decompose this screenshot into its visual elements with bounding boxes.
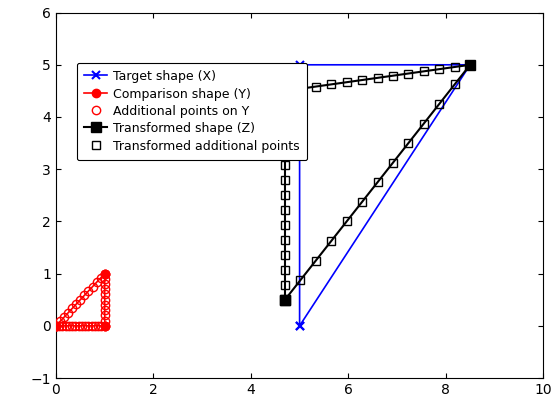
- Target shape (X): [296, 62, 303, 67]
- Transformed additional points: [343, 80, 350, 85]
- Transformed additional points: [451, 82, 458, 87]
- Transformed additional points: [436, 67, 442, 72]
- Additional points on Y: [101, 287, 108, 292]
- Transformed additional points: [467, 62, 474, 67]
- Comparison shape (Y): [53, 323, 59, 328]
- Additional points on Y: [101, 292, 108, 297]
- Transformed additional points: [282, 88, 288, 93]
- Transformed additional points: [282, 208, 288, 213]
- Additional points on Y: [101, 323, 108, 328]
- Additional points on Y: [57, 319, 63, 324]
- Transformed additional points: [328, 239, 335, 244]
- Comparison shape (Y): [53, 323, 59, 328]
- Additional points on Y: [101, 302, 108, 307]
- Transformed additional points: [282, 148, 288, 153]
- Transformed additional points: [282, 252, 288, 257]
- Additional points on Y: [101, 318, 108, 323]
- Transformed additional points: [405, 141, 412, 146]
- Transformed additional points: [282, 118, 288, 123]
- Transformed shape (Z): [467, 62, 474, 67]
- Transformed additional points: [374, 75, 381, 80]
- Transformed additional points: [312, 84, 319, 89]
- Additional points on Y: [66, 323, 72, 328]
- Target shape (X): [296, 323, 303, 328]
- Transformed additional points: [282, 103, 288, 108]
- Additional points on Y: [101, 323, 108, 328]
- Transformed additional points: [282, 268, 288, 273]
- Transformed shape (Z): [282, 88, 288, 93]
- Transformed additional points: [390, 160, 396, 165]
- Additional points on Y: [97, 276, 104, 281]
- Target shape (X): [467, 62, 474, 67]
- Transformed additional points: [282, 88, 288, 93]
- Additional points on Y: [65, 310, 72, 315]
- Additional points on Y: [101, 297, 108, 302]
- Transformed additional points: [374, 180, 381, 185]
- Additional points on Y: [77, 297, 84, 302]
- Transformed additional points: [359, 200, 366, 205]
- Additional points on Y: [101, 281, 108, 286]
- Transformed additional points: [343, 219, 350, 224]
- Legend: Target shape (X), Comparison shape (Y), Additional points on Y, Transformed shap: Target shape (X), Comparison shape (Y), …: [77, 63, 307, 160]
- Additional points on Y: [92, 323, 99, 328]
- Transformed additional points: [451, 64, 458, 69]
- Additional points on Y: [101, 271, 108, 276]
- Additional points on Y: [69, 306, 76, 311]
- Line: Transformed shape (Z): Transformed shape (Z): [280, 60, 475, 304]
- Comparison shape (Y): [101, 271, 108, 276]
- Additional points on Y: [56, 323, 63, 328]
- Additional points on Y: [81, 293, 88, 298]
- Additional points on Y: [85, 289, 92, 294]
- Additional points on Y: [78, 323, 85, 328]
- Transformed additional points: [282, 297, 288, 302]
- Line: Comparison shape (Y): Comparison shape (Y): [52, 270, 109, 330]
- Transformed additional points: [359, 78, 366, 83]
- Transformed additional points: [436, 102, 442, 107]
- Transformed additional points: [282, 163, 288, 168]
- Transformed additional points: [405, 71, 412, 76]
- Transformed additional points: [297, 86, 304, 91]
- Additional points on Y: [85, 323, 92, 328]
- Additional points on Y: [53, 323, 59, 328]
- Additional points on Y: [69, 323, 76, 328]
- Transformed shape (Z): [282, 297, 288, 302]
- Additional points on Y: [95, 323, 101, 328]
- Transformed additional points: [328, 82, 335, 87]
- Additional points on Y: [89, 284, 96, 289]
- Additional points on Y: [76, 323, 82, 328]
- Additional points on Y: [82, 323, 88, 328]
- Transformed additional points: [282, 193, 288, 198]
- Additional points on Y: [101, 307, 108, 312]
- Additional points on Y: [101, 271, 108, 276]
- Transformed additional points: [282, 178, 288, 183]
- Transformed additional points: [282, 223, 288, 228]
- Transformed shape (Z): [282, 297, 288, 302]
- Additional points on Y: [101, 313, 108, 318]
- Additional points on Y: [73, 302, 80, 307]
- Transformed additional points: [421, 69, 427, 74]
- Additional points on Y: [101, 276, 108, 281]
- Additional points on Y: [98, 323, 105, 328]
- Transformed additional points: [390, 73, 396, 78]
- Transformed additional points: [312, 258, 319, 263]
- Additional points on Y: [62, 323, 69, 328]
- Transformed additional points: [282, 297, 288, 302]
- Additional points on Y: [93, 280, 100, 285]
- Transformed additional points: [282, 133, 288, 138]
- Additional points on Y: [53, 323, 59, 328]
- Additional points on Y: [59, 323, 66, 328]
- Line: Target shape (X): Target shape (X): [296, 60, 474, 330]
- Additional points on Y: [60, 315, 68, 320]
- Transformed additional points: [467, 62, 474, 67]
- Additional points on Y: [88, 323, 95, 328]
- Transformed additional points: [421, 121, 427, 126]
- Target shape (X): [296, 323, 303, 328]
- Transformed additional points: [282, 282, 288, 287]
- Transformed additional points: [282, 238, 288, 243]
- Line: Transformed additional points: Transformed additional points: [281, 60, 474, 304]
- Additional points on Y: [72, 323, 79, 328]
- Transformed additional points: [297, 278, 304, 283]
- Comparison shape (Y): [101, 323, 108, 328]
- Line: Additional points on Y: Additional points on Y: [52, 270, 109, 330]
